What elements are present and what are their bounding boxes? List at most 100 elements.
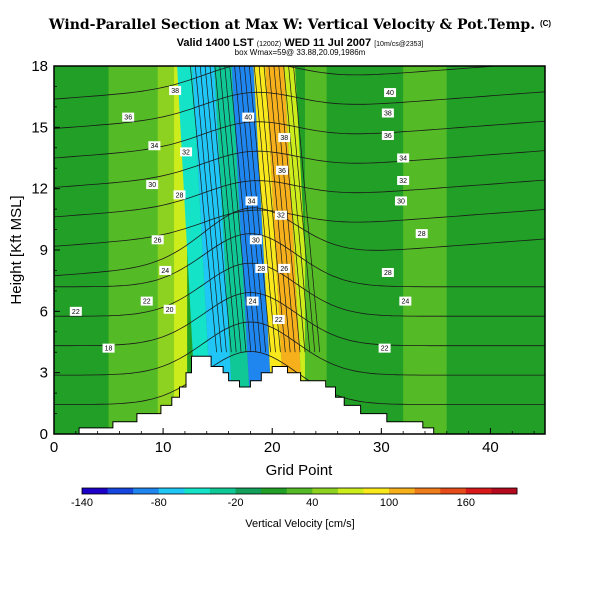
svg-text:28: 28 — [384, 270, 392, 277]
svg-text:0: 0 — [50, 439, 58, 456]
chart-valid-line: Valid 1400 LST (1200Z) WED 11 Jul 2007 [… — [176, 37, 424, 49]
theta-contour-22 — [54, 292, 545, 347]
colorbar-swatch-9 — [312, 488, 339, 494]
svg-text:22: 22 — [143, 299, 151, 306]
core-contour-21 — [293, 66, 321, 353]
core-contour-13 — [253, 66, 281, 353]
svg-text:22: 22 — [72, 309, 80, 316]
core-contour-7 — [224, 66, 252, 353]
y-axis-ticks: 0 3 6 9 12 15 18 — [31, 58, 60, 443]
velocity-band-0 — [54, 66, 109, 434]
colorbar-swatch-11 — [363, 488, 390, 494]
y-axis-label: Height [Kft MSL] — [8, 195, 25, 304]
svg-text:12: 12 — [31, 181, 48, 198]
x-axis-ticks: 0 10 20 30 40 — [50, 428, 535, 456]
contour-label-6: 28 — [173, 190, 186, 200]
svg-text:36: 36 — [384, 133, 392, 140]
contour-label-31: 22 — [378, 343, 391, 353]
colorbar-swatch-12 — [389, 488, 416, 494]
svg-text:20: 20 — [264, 439, 281, 456]
contour-label-22: 40 — [384, 88, 397, 98]
core-contour-1 — [194, 66, 222, 353]
svg-text:38: 38 — [171, 88, 179, 95]
svg-text:3: 3 — [40, 365, 48, 382]
svg-text:32: 32 — [399, 178, 407, 185]
svg-text:38: 38 — [384, 111, 392, 118]
svg-text:26: 26 — [280, 266, 288, 273]
colorbar-swatch-2 — [133, 488, 160, 494]
theta-contour-28 — [54, 207, 545, 277]
contour-label-17: 30 — [249, 235, 262, 245]
contour-label-18: 28 — [255, 263, 268, 273]
contour-label-19: 26 — [278, 263, 291, 273]
core-contour-14 — [258, 66, 286, 353]
velocity-band-11 — [304, 66, 327, 434]
contour-label-24: 36 — [381, 131, 394, 141]
svg-text:32: 32 — [182, 149, 190, 156]
colorbar-swatch-14 — [440, 488, 467, 494]
contour-label-1: 18 — [102, 343, 115, 353]
colorbar-tick--140: -140 — [71, 497, 93, 509]
colorbar-tick-160: 160 — [457, 497, 475, 509]
colorbar-swatch-7 — [261, 488, 288, 494]
core-contour-19 — [283, 66, 311, 353]
svg-text:30: 30 — [373, 439, 390, 456]
contour-label-10: 38 — [169, 86, 182, 96]
velocity-band-2 — [157, 66, 175, 434]
svg-text:20: 20 — [166, 307, 174, 314]
colorbar-label: Vertical Velocity [cm/s] — [245, 518, 354, 530]
core-contour-3 — [204, 66, 232, 353]
contour-label-14: 36 — [276, 165, 289, 175]
svg-text:22: 22 — [381, 346, 389, 353]
contour-label-12: 40 — [242, 112, 255, 122]
svg-text:34: 34 — [150, 143, 158, 150]
velocity-band-5 — [192, 66, 235, 434]
svg-text:9: 9 — [40, 242, 48, 259]
contour-label-0: 22 — [69, 306, 82, 316]
svg-text:36: 36 — [278, 168, 286, 175]
core-contour-5 — [214, 66, 242, 353]
contour-label-29: 28 — [381, 267, 394, 277]
svg-text:18: 18 — [105, 346, 113, 353]
svg-text:24: 24 — [161, 268, 169, 275]
svg-text:0: 0 — [40, 426, 48, 443]
chart-title: Wind-Parallel Section at Max W: Vertical… — [48, 17, 552, 33]
colorbar-tick--80: -80 — [151, 497, 167, 509]
colorbar-swatch-15 — [465, 488, 492, 494]
svg-text:28: 28 — [418, 231, 426, 238]
core-contour-18 — [278, 66, 306, 353]
svg-text:26: 26 — [154, 237, 162, 244]
contour-label-21: 22 — [272, 315, 285, 325]
theta-contour-24 — [54, 262, 545, 317]
colorbar-frame — [81, 487, 518, 495]
colorbar-swatch-1 — [107, 488, 134, 494]
svg-text:34: 34 — [399, 156, 407, 163]
svg-text:15: 15 — [31, 119, 48, 136]
theta-contour-36 — [54, 120, 545, 159]
svg-text:30: 30 — [397, 198, 405, 205]
contour-label-8: 34 — [148, 141, 161, 151]
svg-text:40: 40 — [244, 115, 252, 122]
colorbar-swatch-5 — [209, 488, 236, 494]
colorbar-tick--20: -20 — [228, 497, 244, 509]
contour-label-4: 24 — [159, 265, 172, 275]
svg-text:6: 6 — [40, 303, 48, 320]
theta-contour-26 — [54, 233, 545, 288]
core-contour-0 — [190, 66, 217, 353]
contour-label-3: 20 — [163, 304, 176, 314]
contour-label-26: 32 — [397, 175, 410, 185]
core-contour-16 — [268, 66, 296, 353]
svg-text:18: 18 — [31, 58, 48, 75]
svg-text:32: 32 — [277, 213, 285, 220]
contour-label-13: 38 — [278, 133, 291, 143]
theta-contour-38 — [54, 91, 545, 129]
svg-text:22: 22 — [275, 317, 283, 324]
core-contour-6 — [219, 66, 247, 353]
svg-text:30: 30 — [252, 237, 260, 244]
core-contour-2 — [199, 66, 227, 353]
svg-text:10: 10 — [155, 439, 172, 456]
velocity-band-13 — [403, 66, 447, 434]
svg-text:36: 36 — [124, 115, 132, 122]
svg-text:38: 38 — [280, 135, 288, 142]
